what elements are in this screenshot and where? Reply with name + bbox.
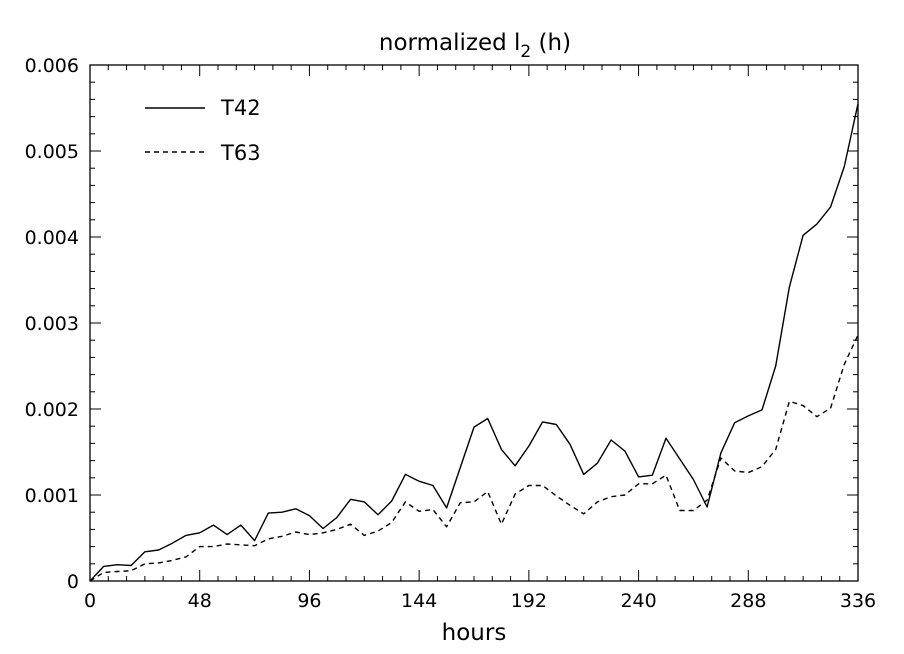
y-tick-label: 0.002 bbox=[25, 399, 79, 421]
chart-title: normalized l2 (h) bbox=[379, 30, 571, 62]
plot-frame bbox=[89, 64, 859, 582]
x-tick-label: 288 bbox=[730, 590, 766, 612]
y-tick-label: 0.001 bbox=[25, 485, 79, 507]
y-tick-label: 0.006 bbox=[25, 55, 79, 77]
series-line-t42 bbox=[89, 103, 859, 582]
axis-ticks bbox=[89, 64, 859, 582]
x-tick-label: 144 bbox=[401, 590, 437, 612]
legend-label-t42: T42 bbox=[220, 96, 261, 120]
y-tick-label: 0.003 bbox=[25, 313, 79, 335]
x-tick-labels: 0 48 96 144 192 240 288 336 bbox=[84, 590, 876, 612]
y-tick-label: 0.004 bbox=[25, 227, 79, 249]
x-tick-label: 192 bbox=[511, 590, 547, 612]
x-tick-label: 96 bbox=[297, 590, 321, 612]
x-tick-label: 240 bbox=[620, 590, 656, 612]
y-tick-label: 0 bbox=[67, 571, 79, 593]
x-tick-label: 336 bbox=[840, 590, 876, 612]
series-lines bbox=[89, 103, 859, 582]
series-line-t63 bbox=[89, 334, 859, 582]
legend-label-t63: T63 bbox=[220, 141, 261, 165]
x-tick-label: 48 bbox=[188, 590, 212, 612]
y-tick-labels: 0 0.001 0.002 0.003 0.004 0.005 0.006 bbox=[25, 55, 79, 593]
title-main: normalized l bbox=[379, 30, 521, 56]
title-suffix: (h) bbox=[531, 30, 571, 56]
x-tick-label: 0 bbox=[84, 590, 96, 612]
legend: T42 T63 bbox=[145, 96, 261, 165]
title-subscript: 2 bbox=[520, 42, 531, 62]
y-tick-label: 0.005 bbox=[25, 141, 79, 163]
x-axis-label: hours bbox=[442, 620, 507, 646]
